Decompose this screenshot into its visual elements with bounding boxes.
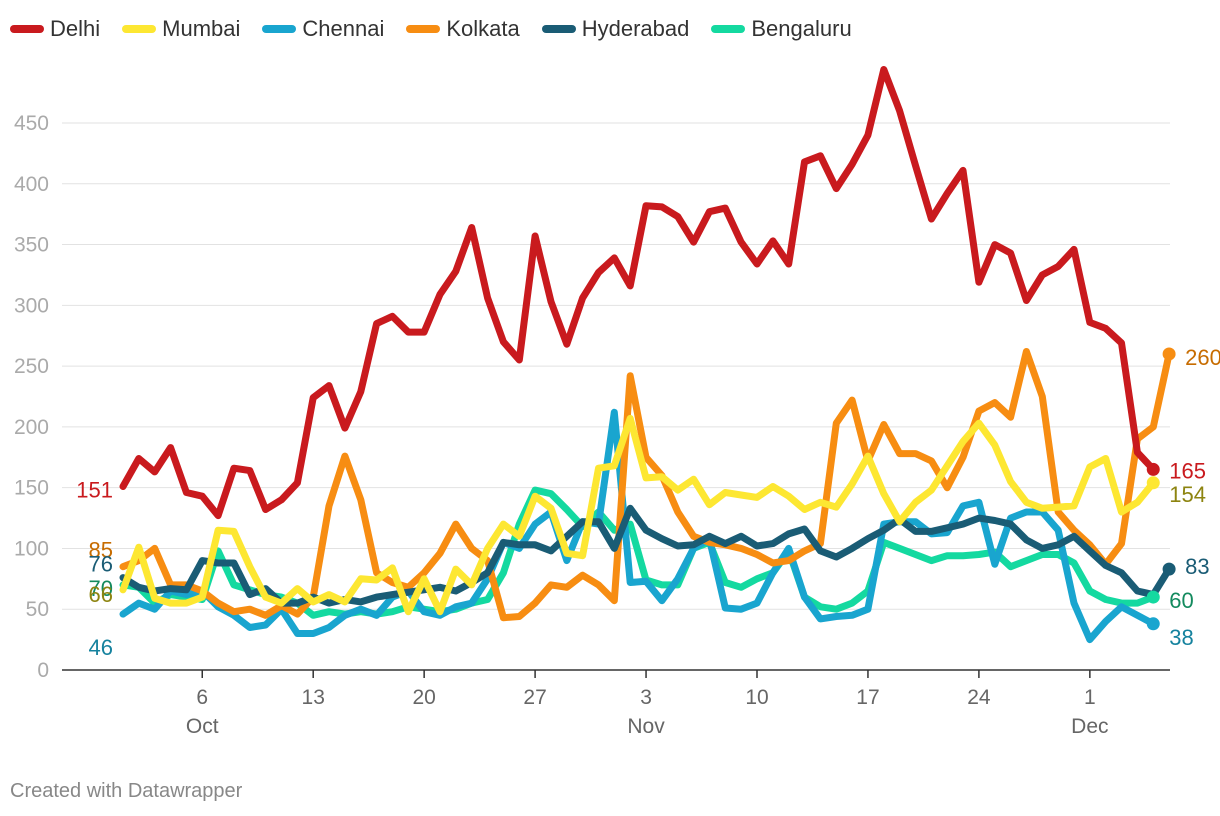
legend-swatch-mumbai (122, 25, 157, 33)
legend-swatch-delhi (10, 25, 44, 33)
y-tick-label-50: 50 (26, 598, 49, 621)
legend-item-hyderabad[interactable]: Hyderabad (541, 16, 690, 42)
end-value-label-mumbai: 154 (1169, 482, 1206, 507)
legend-label-chennai: Chennai (302, 16, 385, 41)
end-value-label-delhi: 165 (1169, 458, 1206, 483)
start-value-label-delhi: 151 (76, 477, 113, 502)
series-line-chennai[interactable] (119, 408, 1157, 644)
y-tick-label-300: 300 (14, 294, 49, 317)
end-point-mumbai[interactable] (1146, 476, 1160, 490)
series-labels: 70 60 46 38 85 260 76 83 66 154 151 165 (76, 345, 1220, 660)
x-tick-label: 3 (640, 686, 652, 709)
x-axis: 6 Oct 13 20 27 3 Nov 10 17 24 1 Dec (186, 670, 1109, 738)
legend-label-bengaluru: Bengaluru (751, 16, 852, 41)
end-value-label-chennai: 38 (1169, 625, 1193, 650)
end-point-kolkata[interactable] (1162, 347, 1176, 361)
credit-text: Created with Datawrapper (10, 780, 243, 802)
legend-item-mumbai[interactable]: Mumbai (122, 16, 240, 42)
y-tick-label-350: 350 (14, 234, 49, 257)
start-value-label-chennai: 46 (89, 635, 113, 660)
line-chart: 0 50 100 150 200 250 300 350 400 450 6 Oct 13 20 27 3 N… (14, 66, 1220, 738)
y-tick-label-250: 250 (14, 355, 49, 378)
y-tick-label-450: 450 (14, 112, 49, 135)
x-tick-label: 13 (302, 686, 325, 709)
x-month-label: Nov (627, 715, 665, 738)
y-tick-label-100: 100 (14, 537, 49, 560)
x-tick-label: 27 (523, 686, 546, 709)
end-point-bengaluru[interactable] (1146, 590, 1160, 604)
legend-item-bengaluru[interactable]: Bengaluru (711, 16, 852, 42)
legend-label-hyderabad: Hyderabad (581, 16, 690, 41)
series-line-kolkata[interactable] (119, 348, 1173, 622)
legend-label-delhi: Delhi (50, 16, 101, 41)
legend-swatch-hyderabad (541, 25, 576, 33)
legend-swatch-bengaluru (711, 25, 746, 33)
series-line-delhi[interactable] (119, 66, 1157, 520)
legend-swatch-chennai (262, 25, 297, 33)
start-value-label-bengaluru: 70 (89, 576, 113, 601)
series-line-hyderabad[interactable] (119, 504, 1173, 607)
start-value-label-kolkata: 85 (89, 538, 113, 563)
legend-label-kolkata: Kolkata (446, 16, 520, 41)
y-tick-label-0: 0 (37, 659, 49, 682)
end-point-chennai[interactable] (1146, 617, 1160, 631)
x-tick-label: 24 (967, 686, 991, 709)
x-tick-label: 20 (412, 686, 435, 709)
y-tick-label-400: 400 (14, 173, 49, 196)
end-point-hyderabad[interactable] (1162, 562, 1176, 576)
y-tick-label-150: 150 (14, 477, 49, 500)
start-value-label-hyderabad: 76 (89, 552, 113, 577)
x-tick-label: 6 (196, 686, 208, 709)
x-month-label: Dec (1071, 715, 1108, 738)
x-tick-label: 10 (745, 686, 768, 709)
end-value-label-bengaluru: 60 (1169, 588, 1193, 613)
x-tick-label: 17 (856, 686, 879, 709)
x-month-label: Oct (186, 715, 219, 738)
legend-item-kolkata[interactable]: Kolkata (406, 16, 520, 42)
end-point-delhi[interactable] (1146, 462, 1160, 476)
legend-label-mumbai: Mumbai (162, 16, 241, 41)
y-tick-label-200: 200 (14, 416, 49, 439)
start-value-label-mumbai: 66 (89, 582, 113, 607)
legend-item-delhi[interactable]: Delhi (10, 16, 100, 42)
end-value-label-hyderabad: 83 (1185, 554, 1209, 579)
series-lines (119, 66, 1173, 644)
end-value-label-kolkata: 260 (1185, 345, 1220, 370)
legend: Delhi Mumbai Chennai Kolkata Hyderabad B… (10, 14, 874, 44)
legend-swatch-kolkata (406, 25, 441, 33)
legend-item-chennai[interactable]: Chennai (262, 16, 384, 42)
y-axis-ticks: 0 50 100 150 200 250 300 350 400 450 (14, 112, 49, 682)
series-line-mumbai[interactable] (119, 414, 1157, 616)
x-tick-label: 1 (1084, 686, 1096, 709)
